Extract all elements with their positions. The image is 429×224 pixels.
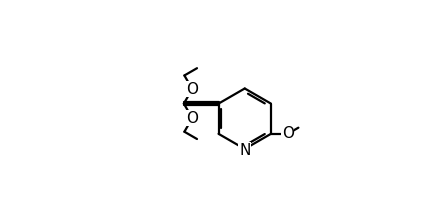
Text: O: O [282, 126, 294, 141]
Text: N: N [239, 143, 251, 157]
Text: O: O [186, 82, 198, 97]
Text: O: O [186, 111, 198, 126]
